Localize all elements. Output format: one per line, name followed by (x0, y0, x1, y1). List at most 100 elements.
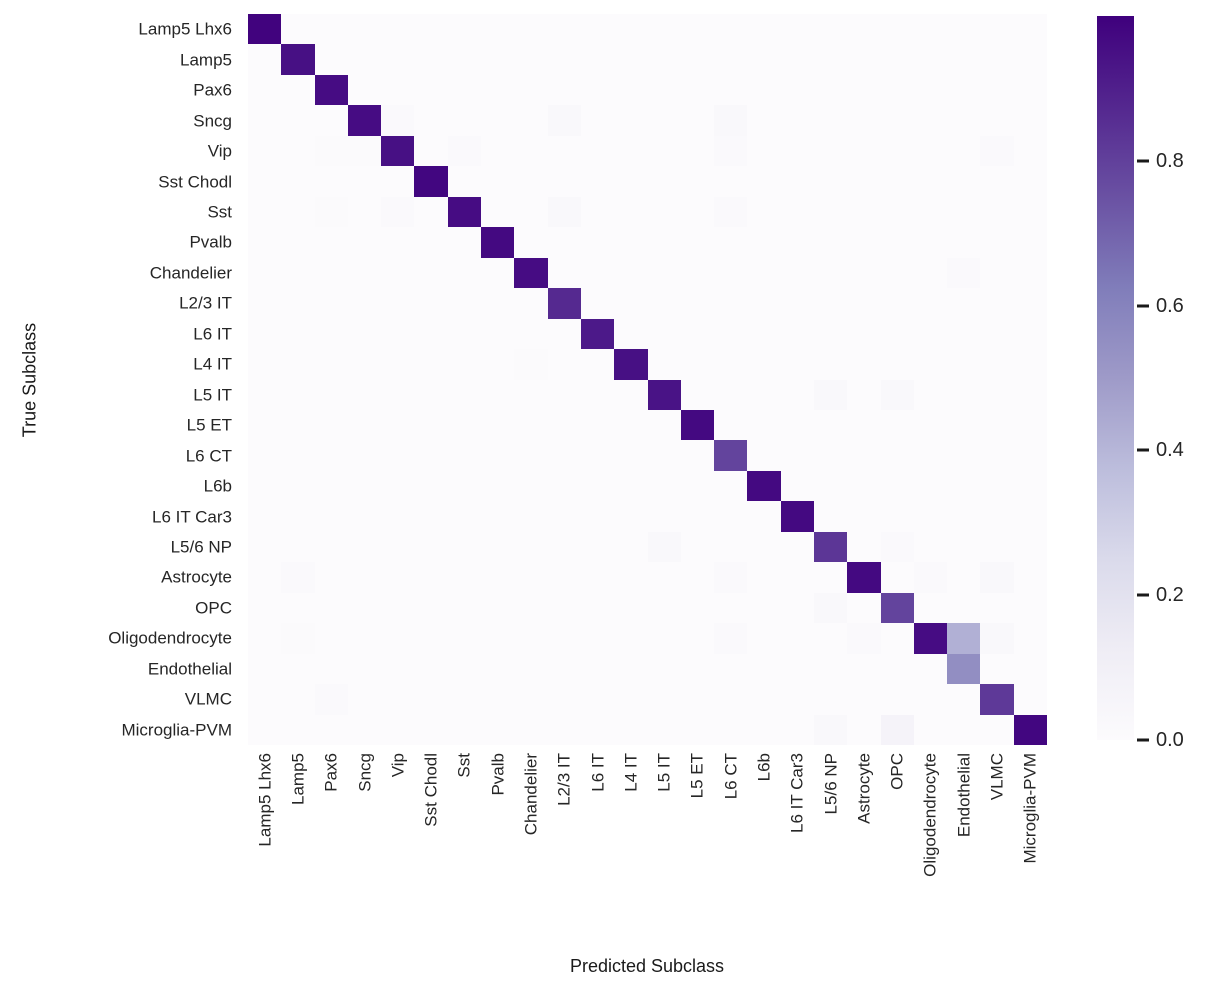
heatmap-cell (547, 74, 581, 106)
heatmap-cell (580, 470, 615, 502)
heatmap-cell (347, 714, 382, 745)
heatmap-cell (281, 592, 315, 624)
heatmap-cell (614, 166, 648, 197)
heatmap-cell (647, 653, 681, 685)
heatmap-cell (547, 531, 581, 563)
heatmap-cell (1013, 440, 1047, 471)
heatmap-cell (547, 257, 581, 289)
heatmap-cell (481, 227, 515, 258)
heatmap-cell (947, 684, 981, 715)
heatmap-cell (347, 318, 382, 350)
heatmap-cell (813, 653, 848, 685)
heatmap-cell (447, 44, 482, 75)
colorbar-tick-label: 0.0 (1156, 729, 1184, 751)
heatmap-cell (381, 562, 415, 593)
heatmap-cell (913, 501, 948, 532)
heatmap-cell (980, 653, 1014, 685)
heatmap-cell (747, 501, 781, 532)
heatmap-cell (547, 653, 581, 685)
heatmap-cell (947, 349, 981, 380)
heatmap-cell (614, 379, 648, 410)
heatmap-cell (547, 14, 581, 45)
heatmap-cell (980, 592, 1014, 624)
heatmap-cell (947, 135, 981, 167)
heatmap-cell (1013, 714, 1047, 745)
heatmap-cell (580, 501, 615, 532)
heatmap-cell (1013, 166, 1047, 197)
heatmap-cell (1013, 318, 1047, 350)
heatmap-cell (314, 288, 348, 319)
heatmap-cell (281, 349, 315, 380)
heatmap-cell (614, 288, 648, 319)
heatmap-cell (514, 501, 548, 532)
heatmap-cell (614, 257, 648, 289)
heatmap-cell (847, 409, 881, 441)
heatmap-cell (813, 166, 848, 197)
heatmap-cell (747, 318, 781, 350)
heatmap-cell (680, 227, 715, 258)
heatmap-cell (580, 105, 615, 136)
heatmap-cell (980, 501, 1014, 532)
heatmap-cell (514, 166, 548, 197)
heatmap-cell (747, 14, 781, 45)
heatmap-cell (248, 653, 282, 685)
heatmap-cell (447, 531, 482, 563)
x-tick-label: Chandelier (521, 753, 541, 836)
heatmap-cell (347, 623, 382, 654)
heatmap-cell (514, 288, 548, 319)
heatmap-cell (514, 653, 548, 685)
heatmap-cell (714, 44, 748, 75)
heatmap-cell (314, 623, 348, 654)
heatmap-cell (880, 196, 914, 228)
x-tick-label: Sncg (355, 753, 375, 792)
heatmap-cell (714, 227, 748, 258)
heatmap-cell (647, 135, 681, 167)
heatmap-cell (580, 14, 615, 45)
heatmap-cell (248, 166, 282, 197)
heatmap-cell (580, 349, 615, 380)
heatmap-cell (347, 196, 382, 228)
heatmap-cell (913, 105, 948, 136)
heatmap-cell (647, 470, 681, 502)
heatmap-cell (414, 653, 448, 685)
heatmap-cell (780, 684, 814, 715)
heatmap-cell (847, 14, 881, 45)
heatmap-cell (381, 440, 415, 471)
heatmap-cell (547, 470, 581, 502)
heatmap-cell (447, 623, 482, 654)
heatmap-cell (248, 501, 282, 532)
heatmap-cell (481, 257, 515, 289)
heatmap-cell (414, 714, 448, 745)
x-axis-title: Predicted Subclass (569, 956, 725, 976)
heatmap-cell (813, 531, 848, 563)
heatmap-cell (347, 166, 382, 197)
heatmap-cell (481, 531, 515, 563)
heatmap-cell (813, 74, 848, 106)
heatmap-cell (547, 105, 581, 136)
heatmap-cell (580, 379, 615, 410)
heatmap-cell (1013, 379, 1047, 410)
heatmap-cell (880, 318, 914, 350)
heatmap-cell (248, 257, 282, 289)
heatmap-cell (780, 14, 814, 45)
y-axis-title: True Subclass (19, 322, 40, 438)
heatmap-cell (281, 44, 315, 75)
heatmap-cell (381, 257, 415, 289)
heatmap-cell (281, 196, 315, 228)
heatmap-cell (547, 227, 581, 258)
heatmap-cell (780, 44, 814, 75)
heatmap-cell (847, 714, 881, 745)
heatmap-cell (614, 196, 648, 228)
heatmap-cell (514, 14, 548, 45)
heatmap-cell (880, 470, 914, 502)
heatmap-cell (614, 44, 648, 75)
heatmap-cell (680, 166, 715, 197)
heatmap-cell (481, 288, 515, 319)
heatmap-cell (248, 562, 282, 593)
heatmap-cell (248, 379, 282, 410)
heatmap-cell (880, 349, 914, 380)
heatmap-cell (514, 623, 548, 654)
heatmap-cell (514, 74, 548, 106)
heatmap-cell (547, 166, 581, 197)
x-tick-label: L4 IT (621, 753, 641, 792)
